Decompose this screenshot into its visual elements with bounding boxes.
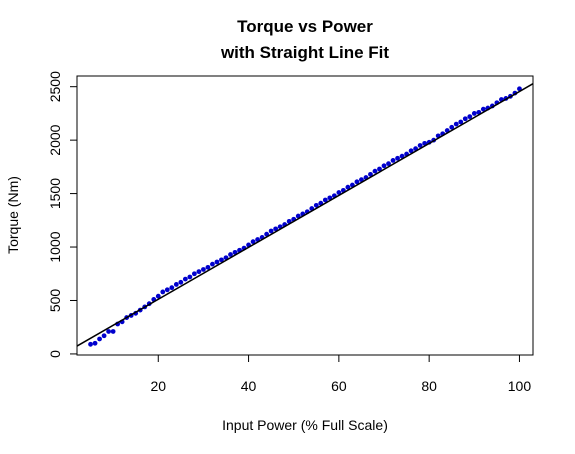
x-axis-label: Input Power (% Full Scale) — [222, 417, 388, 433]
data-point — [178, 279, 184, 285]
data-point — [273, 226, 279, 232]
data-point — [92, 340, 98, 346]
data-point — [196, 269, 202, 275]
data-point — [155, 293, 161, 299]
data-point — [386, 161, 391, 167]
data-point — [210, 261, 215, 267]
data-point — [169, 285, 175, 291]
data-point — [101, 333, 107, 339]
data-point — [201, 267, 206, 272]
data-point — [345, 184, 351, 190]
x-tick-label: 40 — [241, 378, 257, 394]
data-point — [313, 202, 319, 208]
y-tick-label: 1000 — [47, 231, 63, 262]
data-point — [250, 239, 256, 245]
x-tick-label: 20 — [150, 378, 166, 394]
chart-subtitle: with Straight Line Fit — [220, 43, 389, 62]
data-point — [106, 329, 112, 334]
data-point — [173, 282, 179, 287]
data-point — [191, 271, 197, 277]
y-tick-label: 0 — [47, 350, 63, 358]
y-axis-label: Torque (Nm) — [5, 176, 21, 254]
x-axis: 20 40 60 80 100 — [150, 355, 531, 394]
data-point — [390, 158, 396, 163]
data-point — [458, 119, 464, 125]
data-point — [408, 148, 414, 154]
data-point — [354, 179, 360, 185]
data-point — [471, 111, 477, 116]
data-point — [462, 116, 468, 122]
data-point — [399, 153, 405, 159]
plot-area — [76, 75, 534, 356]
data-point — [336, 190, 342, 195]
fit-line — [76, 83, 534, 347]
data-point — [395, 155, 400, 161]
data-point — [467, 114, 473, 120]
data-point — [187, 274, 193, 280]
data-point — [160, 289, 166, 295]
y-tick-label: 500 — [47, 289, 63, 313]
data-point — [264, 231, 270, 237]
chart-title: Torque vs Power — [237, 17, 373, 36]
x-tick-label: 60 — [331, 378, 347, 394]
y-axis: 0 500 1000 1500 2000 2500 — [47, 71, 77, 358]
data-point — [232, 249, 238, 255]
data-point — [381, 163, 387, 169]
data-point — [228, 252, 233, 257]
data-point — [268, 228, 274, 234]
data-point — [453, 121, 459, 127]
y-tick-label: 2500 — [47, 71, 63, 102]
data-point — [449, 124, 455, 130]
data-point — [372, 168, 378, 174]
data-points — [88, 86, 522, 347]
y-tick-label: 2000 — [47, 124, 63, 155]
data-point — [164, 287, 170, 293]
data-point — [480, 106, 486, 112]
data-point — [377, 166, 382, 172]
data-point — [322, 197, 328, 203]
data-point — [97, 336, 102, 342]
data-point — [110, 329, 116, 334]
data-point — [417, 143, 423, 148]
data-point — [219, 257, 224, 263]
data-point — [88, 341, 93, 347]
y-tick-label: 1500 — [47, 178, 63, 209]
data-point — [368, 171, 373, 177]
x-tick-label: 100 — [508, 378, 532, 394]
x-tick-label: 80 — [421, 378, 437, 394]
data-point — [205, 264, 211, 270]
data-point — [214, 259, 220, 265]
data-point — [182, 276, 188, 282]
